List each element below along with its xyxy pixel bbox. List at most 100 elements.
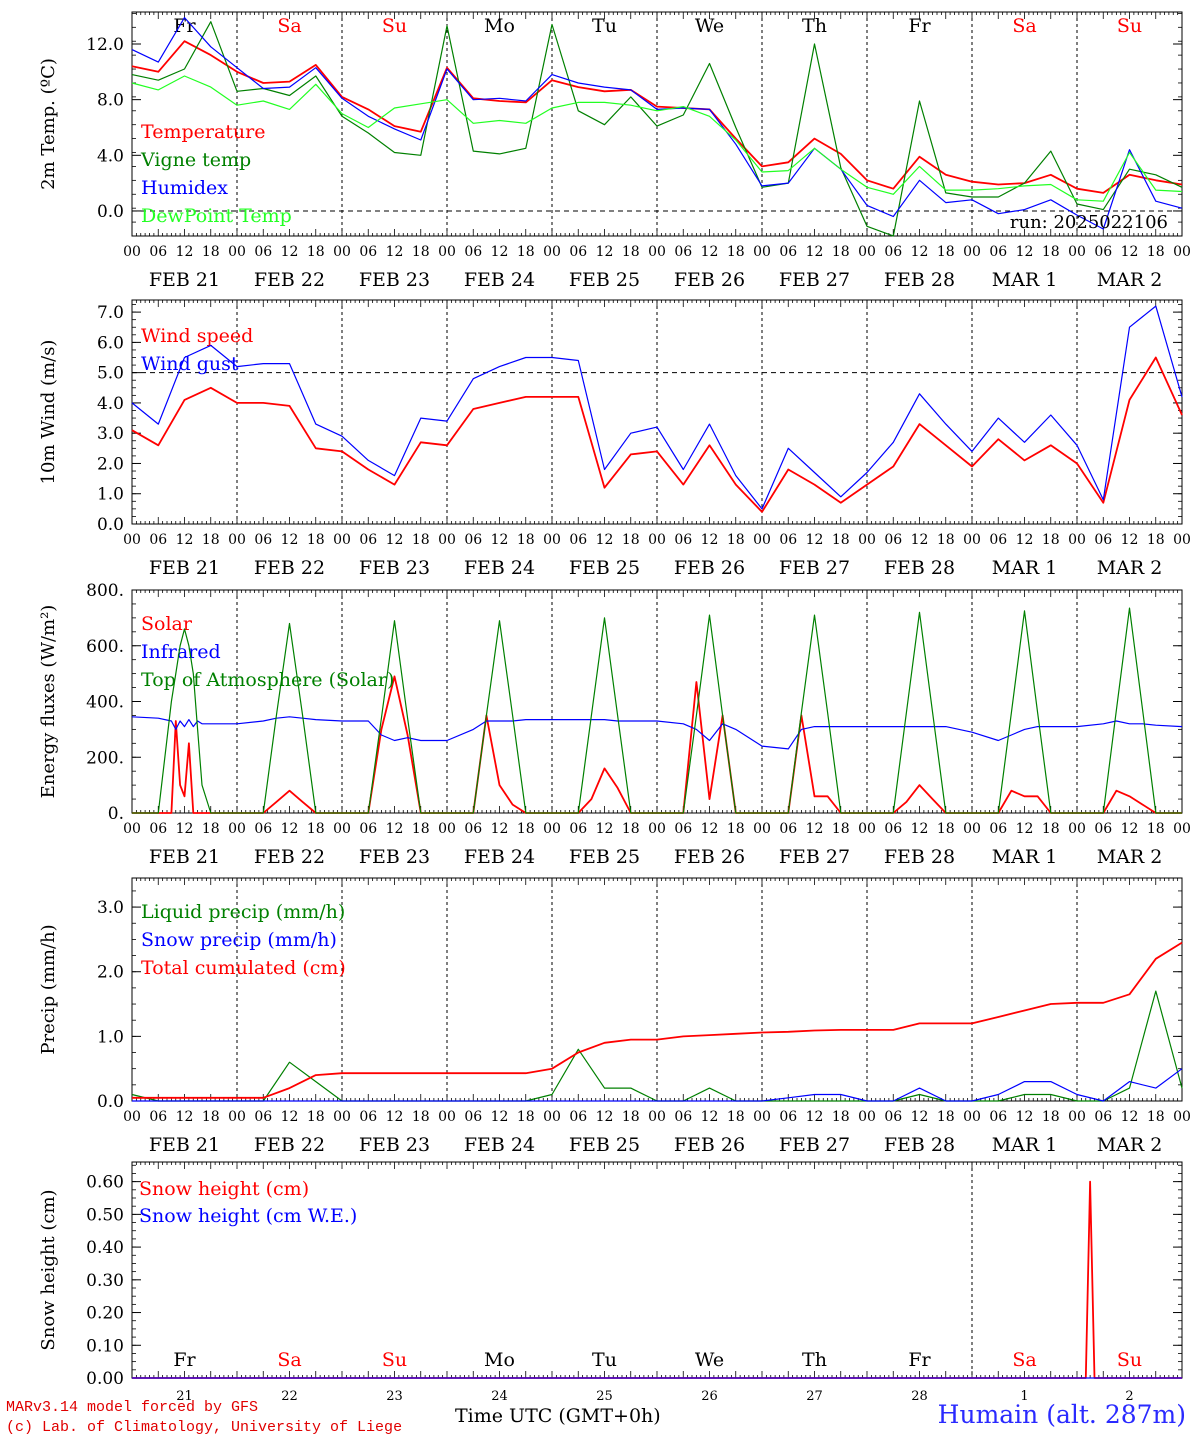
series-line-blue: [131, 716, 1183, 750]
legend-entry: Snow precip (mm/h): [141, 929, 337, 951]
day-name-label: Mo: [484, 15, 515, 37]
x-hour-label: 06: [989, 1109, 1007, 1125]
day-name-label: Su: [382, 15, 407, 37]
x-hour-label: 00: [963, 532, 981, 548]
day-number-label: 21: [176, 1389, 193, 1404]
series-line-red: [132, 675, 1182, 814]
date-label: MAR 1: [992, 846, 1058, 868]
x-hour-label: 12: [386, 244, 404, 260]
date-label: MAR 1: [992, 1134, 1058, 1156]
x-hour-label: 12: [911, 1109, 929, 1125]
x-hour-label: 06: [779, 244, 797, 260]
date-label: FEB 28: [884, 846, 955, 868]
day-number-label: 26: [701, 1389, 718, 1404]
date-label: FEB 21: [149, 1134, 220, 1156]
day-name-label: Sa: [277, 15, 301, 37]
x-hour-label: 00: [963, 244, 981, 260]
x-hour-label: 06: [1094, 1109, 1112, 1125]
x-hour-label: 00: [333, 821, 351, 837]
x-hour-label: 06: [149, 244, 167, 260]
x-hour-label: 00: [753, 1109, 771, 1125]
x-hour-label: 18: [517, 821, 535, 837]
x-hour-label: 00: [1173, 821, 1191, 837]
y-axis-title: 2m Temp. (ºC): [38, 58, 59, 190]
x-hour-label: 18: [202, 244, 220, 260]
y-tick-label: 600.: [86, 637, 124, 657]
panel-frame: [131, 299, 1183, 525]
day-name-label: Tu: [592, 1349, 617, 1371]
date-label: FEB 23: [359, 1134, 430, 1156]
day-name-label: Su: [1117, 1349, 1142, 1371]
y-tick-label: 800.: [86, 581, 124, 601]
y-tick-label: 3.0: [97, 898, 124, 918]
y-tick-label: 0.60: [86, 1173, 124, 1193]
x-hour-label: 18: [1147, 821, 1165, 837]
x-hour-label: 12: [281, 821, 299, 837]
x-hour-label: 06: [464, 532, 482, 548]
date-label: FEB 24: [464, 557, 535, 579]
y-tick-label: 3.0: [97, 424, 124, 444]
x-hour-label: 12: [806, 244, 824, 260]
x-hour-label: 18: [412, 1109, 430, 1125]
y-tick-label: 8.0: [97, 91, 124, 111]
x-hour-label: 12: [176, 1109, 194, 1125]
x-hour-label: 06: [569, 244, 587, 260]
x-hour-label: 06: [779, 1109, 797, 1125]
x-hour-label: 00: [543, 1109, 561, 1125]
x-hour-label: 06: [674, 532, 692, 548]
y-axis-title: Snow height (cm): [38, 1189, 59, 1350]
x-hour-label: 12: [596, 244, 614, 260]
date-label: FEB 27: [779, 557, 850, 579]
x-hour-label: 18: [832, 532, 850, 548]
x-hour-label: 18: [727, 532, 745, 548]
x-hour-label: 12: [806, 532, 824, 548]
x-hour-label: 06: [569, 821, 587, 837]
x-hour-label: 06: [989, 821, 1007, 837]
x-hour-label: 12: [701, 821, 719, 837]
day-number-label: 23: [386, 1389, 403, 1404]
y-tick-label: 0.20: [86, 1304, 124, 1324]
y-axis-title: Precip (mm/h): [38, 924, 59, 1054]
day-name-label: Tu: [592, 15, 617, 37]
x-hour-label: 00: [333, 1109, 351, 1125]
y-tick-label: 1.0: [97, 485, 124, 505]
y-tick-label: 4.0: [97, 394, 124, 414]
x-hour-label: 18: [412, 244, 430, 260]
x-hour-label: 12: [386, 532, 404, 548]
day-number-label: 1: [1020, 1389, 1028, 1404]
day-number-label: 2: [1125, 1389, 1133, 1404]
date-label: FEB 26: [674, 846, 745, 868]
date-label: FEB 21: [149, 846, 220, 868]
date-label: MAR 2: [1097, 1134, 1163, 1156]
series-line-red: [131, 356, 1183, 513]
date-label: FEB 25: [569, 1134, 640, 1156]
date-label: FEB 22: [254, 557, 325, 579]
credit-line-1: MARv3.14 model forced by GFS: [6, 1399, 259, 1416]
panel-4: 0.00 0.10 0.20 0.30 0.40 0.50 0.60 Snow height …: [38, 1161, 1183, 1404]
date-label: FEB 27: [779, 1134, 850, 1156]
day-number-label: 24: [491, 1389, 508, 1404]
y-tick-label: 2.0: [97, 454, 124, 474]
x-hour-label: 12: [1121, 244, 1139, 260]
panel-3: 0.0 1.0 2.0 3.0 Precip (mm/h) 00 06 12 18 00 06 12 1…: [38, 877, 1191, 1156]
x-hour-label: 00: [1173, 244, 1191, 260]
y-tick-label: 0.0: [97, 1092, 124, 1112]
date-label: MAR 2: [1097, 269, 1163, 291]
legend-entry: Humidex: [141, 177, 228, 199]
x-hour-label: 06: [674, 821, 692, 837]
x-hour-label: 18: [1042, 821, 1060, 837]
y-axis-title: 10m Wind (m/s): [38, 340, 59, 485]
x-hour-label: 12: [1016, 1109, 1034, 1125]
x-hour-label: 00: [543, 821, 561, 837]
x-hour-label: 12: [281, 244, 299, 260]
x-hour-label: 18: [832, 244, 850, 260]
date-label: MAR 2: [1097, 846, 1163, 868]
series-line-blue: [132, 1068, 1183, 1102]
day-name-label: Fr: [908, 15, 931, 37]
x-hour-label: 00: [543, 244, 561, 260]
y-tick-label: 0.00: [86, 1369, 124, 1389]
day-name-label: Su: [382, 1349, 407, 1371]
x-hour-label: 00: [1068, 532, 1086, 548]
x-hour-label: 12: [1121, 1109, 1139, 1125]
x-hour-label: 00: [1068, 244, 1086, 260]
